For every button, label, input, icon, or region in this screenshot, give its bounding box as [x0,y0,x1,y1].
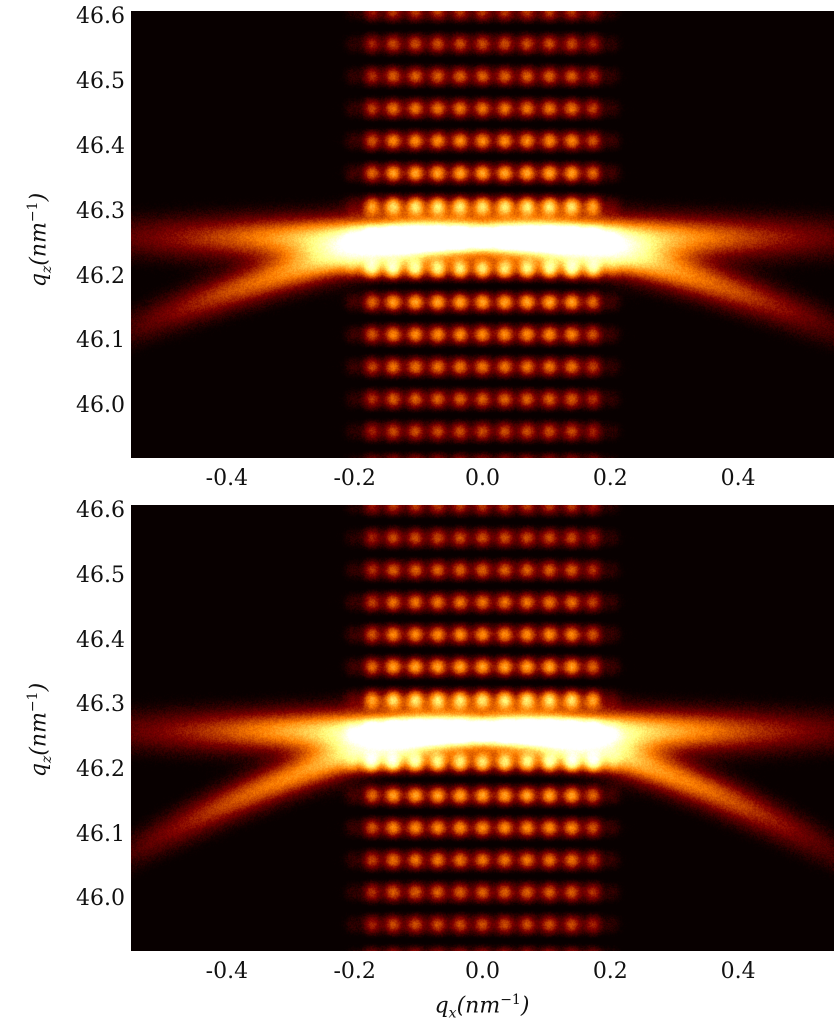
x-tick-label: 0.0 [465,959,500,984]
x-tick-label: -0.2 [333,466,376,491]
x-tick-label: 0.4 [720,466,756,491]
x-tick-label: 0.0 [465,466,500,491]
y-tick-label: 46.4 [76,627,125,653]
y-tick-label: 46.1 [76,328,125,354]
y-tick-label: 46.2 [76,757,125,782]
y-tick-label: 46.0 [76,886,125,912]
x-tick-label: -0.2 [333,959,376,984]
x-tick-label: 0.2 [592,959,628,984]
x-tick-label: 0.2 [592,466,628,491]
y-axis-label-top: qz(nm−1) [25,192,55,288]
x-tick-label: -0.4 [205,959,249,984]
x-tick-label: 0.4 [720,959,756,984]
y-tick-label: 46.1 [76,821,125,847]
y-tick-label: 46.0 [76,393,125,419]
y-tick-label: 46.5 [76,69,125,95]
y-tick-label: 46.2 [76,263,125,289]
x-axis-label: qx(nm−1) [434,992,530,1022]
y-axis-label-bottom: qz(nm−1) [25,682,55,778]
y-tick-label: 46.3 [76,198,125,224]
x-tick-label: -0.4 [205,466,249,491]
y-tick-label: 46.6 [76,498,125,524]
y-tick-label: 46.5 [76,563,125,589]
y-tick-label: 46.3 [76,692,125,718]
heatmap-bottom [131,505,834,951]
heatmap-top [131,11,834,458]
y-tick-label: 46.4 [76,134,125,160]
y-tick-label: 46.6 [76,4,125,30]
